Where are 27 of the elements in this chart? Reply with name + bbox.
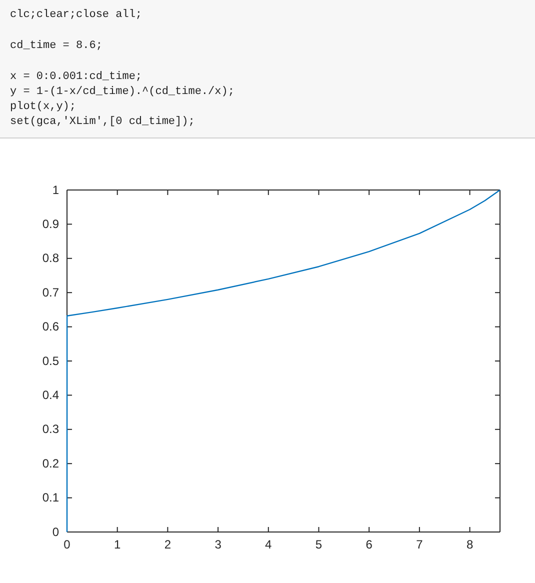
x-tick-label: 6 [366,538,373,552]
y-tick-label: 0.6 [42,320,60,334]
y-tick-label: 0.7 [42,285,60,300]
y-tick-label: 0.3 [42,422,60,436]
x-tick-label: 3 [214,538,222,552]
y-tick-label: 0.2 [42,456,60,470]
y-tick-label: 0 [52,524,60,539]
text: set(gca,'XLim',[0 cd_time]); [10,116,195,128]
x-tick-label: 1 [114,538,122,552]
text: plot(x,y); [10,100,76,113]
text: y = 1-(1-x/cd_time).^(cd_time./x); [10,86,234,98]
x-tick-label: 2 [164,538,172,552]
x-tick-label: 5 [315,538,322,552]
x-tick-label: 8 [466,538,474,552]
text: cd_time = 8.6; [10,40,102,52]
y-tick-label: 1 [52,182,60,197]
line-series [66,189,501,533]
y-tick-label: 0.9 [42,217,60,232]
y-tick-label: 0.5 [42,354,60,368]
text: clc;clear;close all; [10,8,142,21]
y-tick-label: 0.4 [42,388,60,402]
x-tick-label: 0 [64,538,71,552]
y-tick-label: 0.1 [42,490,60,505]
text: x = 0:0.001:cd_time; [10,70,142,83]
y-tick-label: 0.8 [42,251,60,266]
x-tick-label: 4 [265,538,272,552]
x-tick-label: 7 [416,538,424,552]
